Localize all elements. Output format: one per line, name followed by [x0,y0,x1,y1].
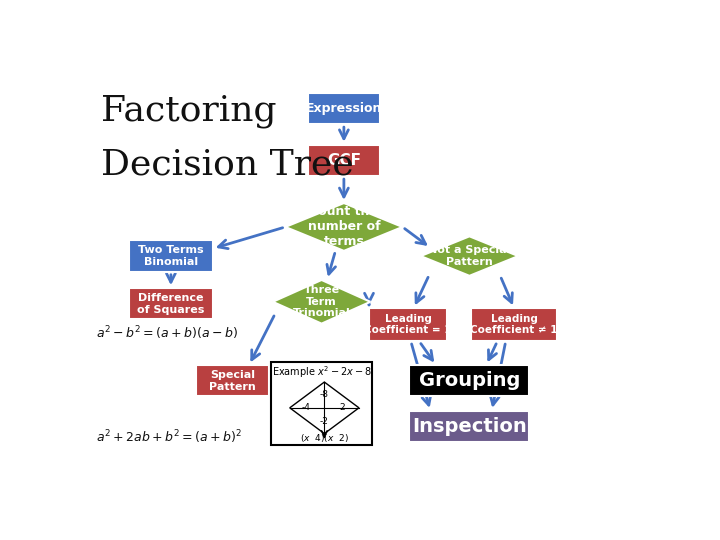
Polygon shape [273,280,370,323]
Text: 2: 2 [340,403,345,413]
Text: Difference
of Squares: Difference of Squares [138,293,204,315]
Polygon shape [285,203,402,251]
FancyBboxPatch shape [129,288,213,320]
Text: Decision Tree: Decision Tree [101,148,354,182]
Text: -8: -8 [320,390,329,399]
Text: Leading
Coefficient ≠ 1: Leading Coefficient ≠ 1 [470,314,558,335]
Text: Expression: Expression [306,102,382,115]
FancyBboxPatch shape [369,308,447,341]
Text: Grouping: Grouping [419,372,520,390]
Text: GCF: GCF [327,153,361,168]
Text: Count the
number of
terms: Count the number of terms [307,205,380,248]
FancyBboxPatch shape [196,365,269,396]
Text: $(x\ \ 4)(x\ \ 2)$: $(x\ \ 4)(x\ \ 2)$ [300,431,349,443]
Text: -2: -2 [320,417,329,426]
FancyBboxPatch shape [410,365,529,396]
FancyBboxPatch shape [271,362,372,446]
Text: Special
Pattern: Special Pattern [209,370,256,392]
Polygon shape [420,237,518,276]
Text: Three
Term
Trinomial: Three Term Trinomial [293,285,351,319]
FancyBboxPatch shape [410,411,529,442]
Text: Leading
Coefficient = 1: Leading Coefficient = 1 [364,314,452,335]
Text: Inspection: Inspection [412,417,527,436]
Text: Factoring: Factoring [101,94,276,128]
Text: Example $x^2 - 2x - 8$: Example $x^2 - 2x - 8$ [271,364,372,380]
FancyBboxPatch shape [129,240,213,272]
Text: Not a Special
Pattern: Not a Special Pattern [428,245,510,267]
Text: $a^2 + 2ab + b^2 = (a+b)^2$: $a^2 + 2ab + b^2 = (a+b)^2$ [96,428,242,446]
FancyBboxPatch shape [307,93,380,124]
FancyBboxPatch shape [471,308,557,341]
Polygon shape [289,382,359,434]
Text: Two Terms
Binomial: Two Terms Binomial [138,245,204,267]
Text: -4: -4 [302,403,311,413]
Text: $a^2 - b^2 = (a+b)(a-b)$: $a^2 - b^2 = (a+b)(a-b)$ [96,324,238,342]
FancyBboxPatch shape [307,145,380,176]
